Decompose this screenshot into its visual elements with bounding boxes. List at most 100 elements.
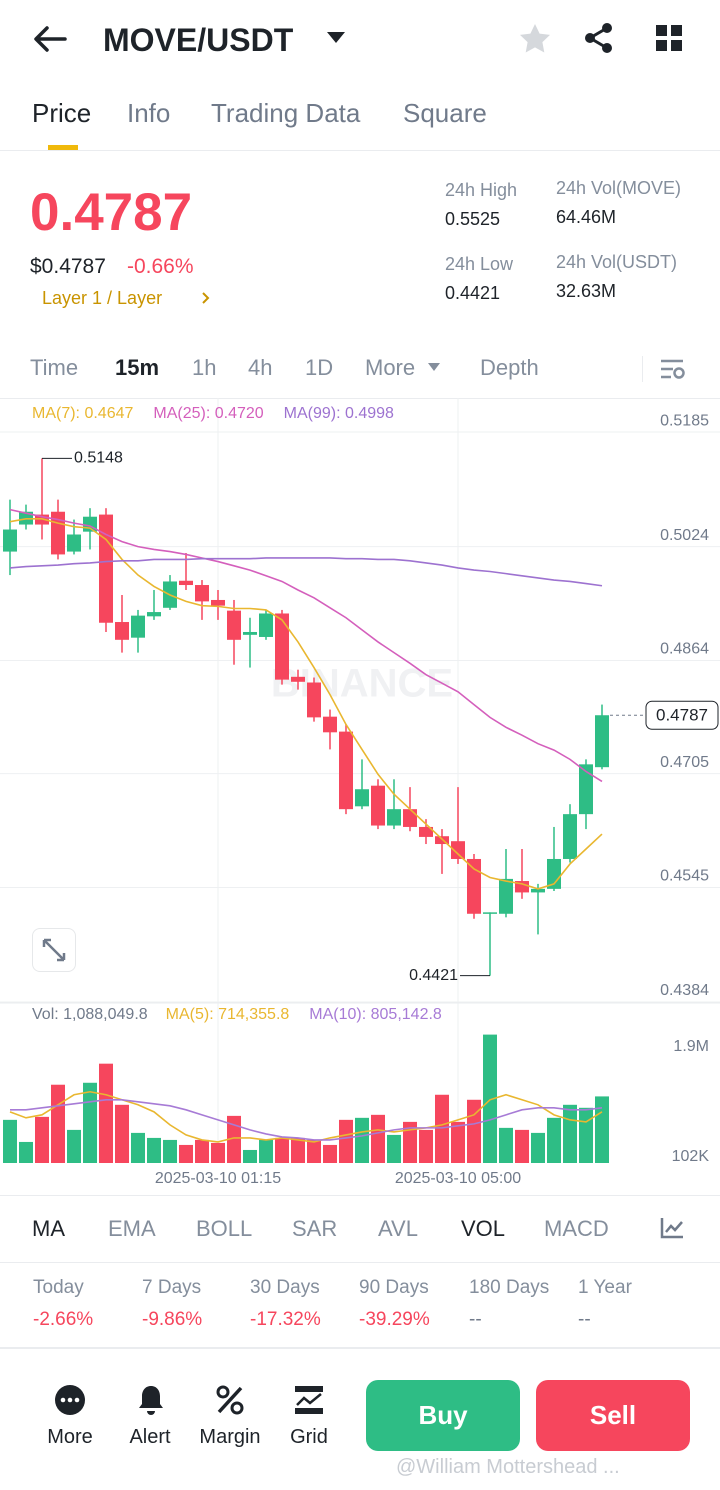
indicator-tab[interactable]: SAR: [292, 1216, 338, 1241]
indicator-tab[interactable]: BOLL: [196, 1216, 253, 1241]
volume-bar: [83, 1082, 97, 1163]
candle-body: [307, 682, 321, 718]
candlestick-chart: BINANCE 0.5185 0.5024 0.4864 0.4705 0.4545 0.…: [0, 398, 720, 1187]
more-icon[interactable]: [54, 1384, 86, 1416]
y-tick-label: 0.5024: [660, 527, 709, 544]
legend-entry: MA(7): 0.4647: [32, 405, 133, 422]
nav-item[interactable]: Grid: [290, 1426, 328, 1448]
volume-legend: Vol: 1,088,049.8: [32, 1006, 148, 1023]
volume-bar: [499, 1127, 513, 1163]
y-tick-label: 0.5185: [660, 412, 709, 429]
volume-bar: [307, 1139, 321, 1163]
volume-bar: [451, 1121, 465, 1163]
candle-body: [179, 580, 193, 586]
period-label: 90 Days: [359, 1277, 429, 1298]
candle-body: [531, 888, 545, 893]
tab[interactable]: Trading Data: [211, 98, 361, 128]
candle-body: [115, 622, 129, 640]
candle-body: [515, 881, 529, 893]
stat-value: 32.63M: [556, 281, 617, 301]
more-caret[interactable]: [428, 363, 440, 372]
tab[interactable]: Price: [32, 98, 92, 128]
candle-body: [403, 809, 417, 827]
nav-item[interactable]: Alert: [129, 1426, 171, 1448]
volume-bar: [67, 1129, 81, 1163]
usd-price: $0.4787: [30, 255, 106, 278]
indicator-tab[interactable]: AVL: [378, 1216, 418, 1241]
stat-label: 24h High: [445, 180, 518, 200]
period-label: 7 Days: [142, 1277, 202, 1298]
buy-button[interactable]: Buy: [366, 1380, 520, 1451]
period-label: 30 Days: [250, 1277, 320, 1298]
candle-body: [211, 599, 225, 606]
margin-icon[interactable]: [215, 1384, 245, 1416]
tab[interactable]: Square: [403, 98, 487, 128]
volume-tick-label: 1.9M: [673, 1038, 709, 1055]
pair-dropdown[interactable]: [326, 31, 346, 45]
pair-title[interactable]: MOVE/USDT: [103, 22, 294, 58]
divider: [0, 1195, 720, 1196]
candle-body: [387, 809, 401, 826]
interval[interactable]: 1h: [192, 355, 217, 380]
volume-bar: [211, 1142, 225, 1163]
tab[interactable]: Info: [127, 98, 171, 128]
candle-body: [499, 878, 513, 914]
grid-menu-icon[interactable]: [656, 25, 683, 52]
volume-bar: [19, 1141, 33, 1163]
volume-bar: [579, 1107, 593, 1163]
expand-button[interactable]: [32, 928, 76, 972]
volume-bar: [419, 1129, 433, 1163]
candle-body: [355, 789, 369, 807]
interval[interactable]: More: [365, 355, 416, 380]
sector-tag[interactable]: Layer 1 / Layer: [42, 288, 163, 308]
volume-ma-line: [9, 1090, 603, 1143]
interval[interactable]: 15m: [115, 355, 160, 380]
period-label: 1 Year: [578, 1277, 632, 1298]
indicator-settings-icon[interactable]: [660, 1217, 684, 1239]
nav-item[interactable]: More: [47, 1426, 93, 1448]
nav-item[interactable]: Margin: [199, 1426, 261, 1448]
y-tick-label: 0.4545: [660, 868, 709, 885]
candle-body: [371, 785, 385, 826]
candle-body: [99, 514, 113, 623]
chart-settings-icon[interactable]: [660, 358, 686, 380]
candle-body: [195, 585, 209, 602]
tag-chevron[interactable]: [201, 291, 211, 305]
legend-entry: MA(10): 805,142.8: [309, 1006, 442, 1023]
candle-body: [451, 841, 465, 859]
share-icon[interactable]: [583, 22, 615, 54]
candle-body: [547, 858, 561, 889]
candle-body: [67, 534, 81, 552]
indicator-tab[interactable]: MA: [32, 1216, 65, 1241]
back-arrow[interactable]: [33, 26, 67, 52]
alert-icon[interactable]: [136, 1384, 166, 1416]
candle-body: [563, 814, 577, 859]
interval[interactable]: 4h: [248, 355, 273, 380]
volume-bar: [179, 1144, 193, 1163]
interval[interactable]: Depth: [480, 355, 539, 380]
interval[interactable]: Time: [30, 355, 79, 380]
legend-entry: MA(5): 714,355.8: [166, 1006, 290, 1023]
candle-body: [339, 731, 353, 810]
indicator-tab[interactable]: VOL: [461, 1216, 506, 1241]
ma-line: [9, 508, 603, 783]
volume-bar: [275, 1137, 289, 1163]
volume-bar: [35, 1116, 49, 1163]
grid-trading-icon[interactable]: [294, 1385, 324, 1415]
interval[interactable]: 1D: [305, 355, 334, 380]
ma-line: [9, 557, 603, 587]
stat-value: 0.4421: [445, 283, 501, 303]
volume-bar: [435, 1094, 449, 1163]
period-label: 180 Days: [469, 1277, 550, 1298]
y-tick-label: 0.4864: [660, 641, 709, 658]
sell-button[interactable]: Sell: [536, 1380, 690, 1451]
volume-bar: [339, 1119, 353, 1163]
volume-bar: [515, 1129, 529, 1163]
period-change: -2.66%: [33, 1309, 94, 1330]
indicator-tab[interactable]: MACD: [544, 1216, 609, 1241]
price-tag-box: [645, 700, 719, 730]
indicator-tab[interactable]: EMA: [108, 1216, 156, 1241]
favorite-star[interactable]: [519, 23, 551, 53]
volume-bar: [371, 1114, 385, 1163]
stat-value: 0.5525: [445, 209, 501, 229]
